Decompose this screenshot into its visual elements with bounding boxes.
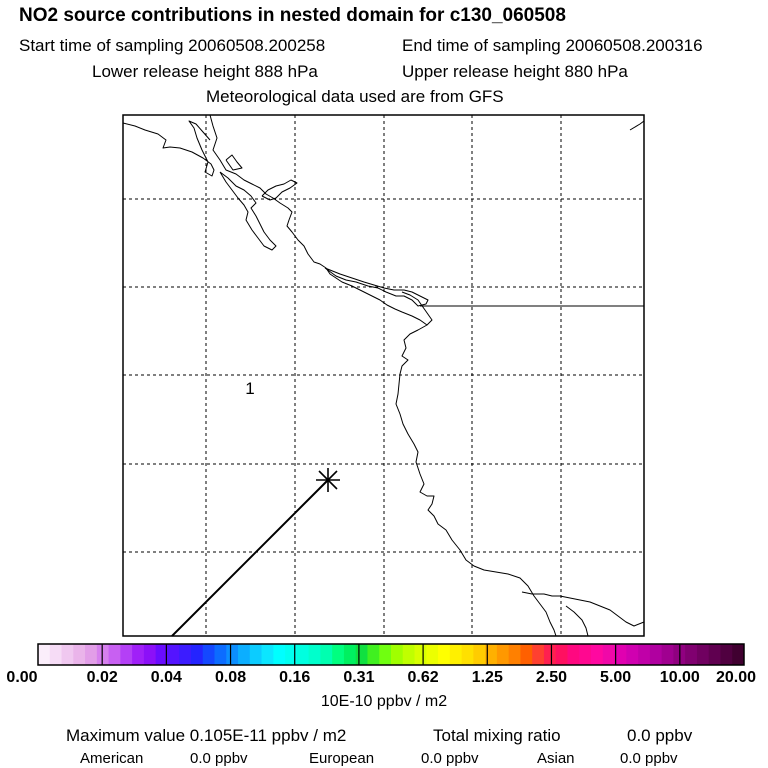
colorbar-cell [85, 644, 98, 665]
map-title: NO2 source contributions in nested domai… [19, 5, 566, 26]
colorbar-cell [226, 644, 239, 665]
colorbar-cell [273, 644, 286, 665]
colorbar-units: 10E-10 ppbv / m2 [320, 693, 448, 710]
colorbar-cell [132, 644, 145, 665]
colorbar-cell [343, 644, 357, 665]
colorbar-cell [61, 644, 74, 665]
colorbar-tick-label: 1.25 [471, 669, 503, 686]
colorbar-cell [685, 644, 698, 665]
colorbar-cell [661, 644, 674, 665]
colorbar-cell [461, 644, 474, 665]
region-asian-label: Asian [537, 750, 575, 767]
start-time-label: Start time of sampling 20060508.200258 [19, 36, 326, 55]
colorbar-cell [555, 644, 568, 665]
met-data-label: Meteorological data used are from GFS [206, 87, 504, 106]
colorbar-tick-label: 5.00 [600, 669, 632, 686]
colorbar-cell [508, 644, 521, 665]
colorbar-cell [73, 644, 86, 665]
colorbar-cell [296, 644, 310, 665]
colorbar-cell [543, 644, 557, 665]
colorbar-cell [449, 644, 463, 665]
colorbar-cell [473, 644, 486, 665]
lat-lon-grid [123, 115, 644, 636]
colorbar-cell [190, 644, 204, 665]
max-value-label: Maximum value 0.105E-11 ppbv / m2 [66, 726, 347, 745]
colorbar-cell [143, 644, 157, 665]
region-american-value: 0.0 ppbv [190, 750, 248, 767]
lower-release-label: Lower release height 888 hPa [92, 62, 318, 81]
colorbar-tick-label: 0.02 [86, 669, 118, 686]
colorbar-cell [496, 644, 510, 665]
total-mixing-label: Total mixing ratio [433, 726, 561, 745]
colorbar-cell [38, 644, 51, 665]
colorbar-cell [638, 644, 651, 665]
colorbar-cell [332, 644, 345, 665]
colorbar-cell [567, 644, 580, 665]
colorbar-cell [520, 644, 533, 665]
colorbar-cell [108, 644, 121, 665]
colorbar-tick-label: 0.08 [214, 669, 247, 686]
total-mixing-value: 0.0 ppbv [627, 726, 693, 745]
colorbar-cell [532, 644, 545, 665]
colorbar-cell [285, 644, 298, 665]
map-panel: 1 [122, 114, 645, 637]
colorbar-tick-label: 0.04 [150, 669, 182, 686]
colorbar [38, 644, 745, 665]
colorbar-cell [355, 644, 368, 665]
colorbar-cell [308, 644, 321, 665]
colorbar-cell [249, 644, 263, 665]
colorbar-tick-label: 0.31 [343, 669, 375, 686]
colorbar-tick-label: 2.50 [535, 669, 568, 686]
region-american-label: American [80, 750, 144, 767]
trajectory-line [171, 479, 329, 637]
colorbar-cell [155, 644, 168, 665]
region-european-value: 0.0 ppbv [421, 750, 479, 767]
colorbar-cell [320, 644, 333, 665]
colorbar-cell [591, 644, 604, 665]
colorbar-cell [96, 644, 110, 665]
colorbar-cell [261, 644, 274, 665]
colorbar-cell [414, 644, 427, 665]
colorbar-cell [426, 644, 439, 665]
region-asian-value: 0.0 ppbv [620, 750, 678, 767]
colorbar-cell [708, 644, 721, 665]
colorbar-cell [379, 644, 392, 665]
colorbar-tick-label: 0.00 [6, 669, 38, 686]
colorbar-cell [732, 644, 745, 665]
colorbar-cell [614, 644, 627, 665]
colorbar-cell [367, 644, 380, 665]
colorbar-tick-label: 20.00 [715, 669, 757, 686]
colorbar-cell [649, 644, 663, 665]
colorbar-tick-label: 0.16 [279, 669, 311, 686]
colorbar-tick-label: 10.00 [659, 669, 700, 686]
colorbar-cell [626, 644, 639, 665]
colorbar-cell [696, 644, 710, 665]
colorbar-cell [49, 644, 63, 665]
colorbar-frame [37, 643, 745, 666]
colorbar-cell [179, 644, 192, 665]
colorbar-cell [579, 644, 592, 665]
region-european-label: European [309, 750, 375, 767]
colorbar-cell [214, 644, 227, 665]
colorbar-cell [120, 644, 133, 665]
colorbar-cell [167, 644, 180, 665]
coastline [122, 114, 645, 637]
contour-label: 1 [245, 379, 254, 398]
colorbar-cell [438, 644, 451, 665]
colorbar-cell [485, 644, 498, 665]
colorbar-cell [202, 644, 215, 665]
colorbar-cell [238, 644, 251, 665]
map-frame [122, 114, 645, 637]
colorbar-cell [391, 644, 404, 665]
colorbar-cell [402, 644, 416, 665]
colorbar-cell [720, 644, 733, 665]
colorbar-cell [602, 644, 616, 665]
colorbar-major-dividers [101, 644, 681, 665]
upper-release-label: Upper release height 880 hPa [402, 62, 628, 81]
end-time-label: End time of sampling 20060508.200316 [402, 36, 703, 55]
colorbar-tick-label: 0.62 [407, 669, 439, 686]
release-point-marker [316, 468, 340, 492]
